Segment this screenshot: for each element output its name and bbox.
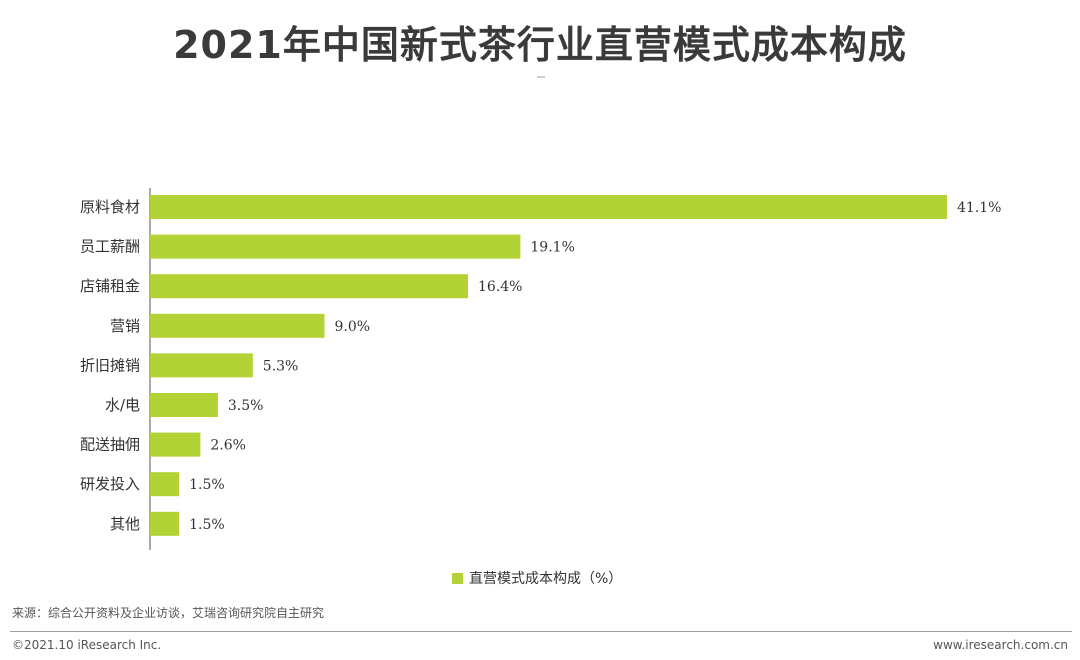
bar [150,353,253,378]
category-label: 店铺租金 [80,277,140,295]
data-label: 3.5% [228,398,264,414]
data-label: 9.0% [335,319,371,335]
data-label: 19.1% [530,240,574,256]
bar [150,511,180,536]
data-label: 2.6% [210,438,246,454]
bar [150,472,180,497]
bar [150,393,218,417]
title-divider [537,76,545,78]
copyright-text: ©2021.10 iResearch Inc. [12,638,162,652]
bar [150,313,325,338]
category-label: 折旧摊销 [80,356,140,374]
category-label: 员工薪酬 [80,238,140,256]
data-label: 1.5% [189,517,225,533]
bar-chart: 原料食材 41.1% 员工薪酬 19.1% 店铺租金 16.4% 营销 9.0% 折旧摊销 5.3… [80,188,1001,550]
legend: 直营模式成本构成（%） [452,568,622,588]
category-label: 研发投入 [80,475,140,493]
bar [150,274,468,299]
category-label: 营销 [110,317,140,335]
category-label: 水/电 [105,396,140,414]
data-label: 41.1% [957,200,1001,216]
category-label: 其他 [110,515,140,533]
legend-label: 直营模式成本构成（%） [469,571,623,587]
source-note: 来源：综合公开资料及企业访谈，艾瑞咨询研究院自主研究 [12,606,325,620]
category-label: 原料食材 [80,198,140,216]
legend-swatch [452,572,463,584]
data-label: 16.4% [478,279,522,295]
footer-divider [10,631,1072,632]
bar [150,195,947,219]
data-label: 1.5% [189,477,225,493]
website-link[interactable]: www.iresearch.com.cn [933,638,1068,652]
bar [150,432,201,457]
data-label: 5.3% [263,358,299,374]
chart-title: 2021年中国新式茶行业直营模式成本构成 [173,23,907,67]
category-label: 配送抽佣 [80,436,140,454]
bar [150,234,521,259]
